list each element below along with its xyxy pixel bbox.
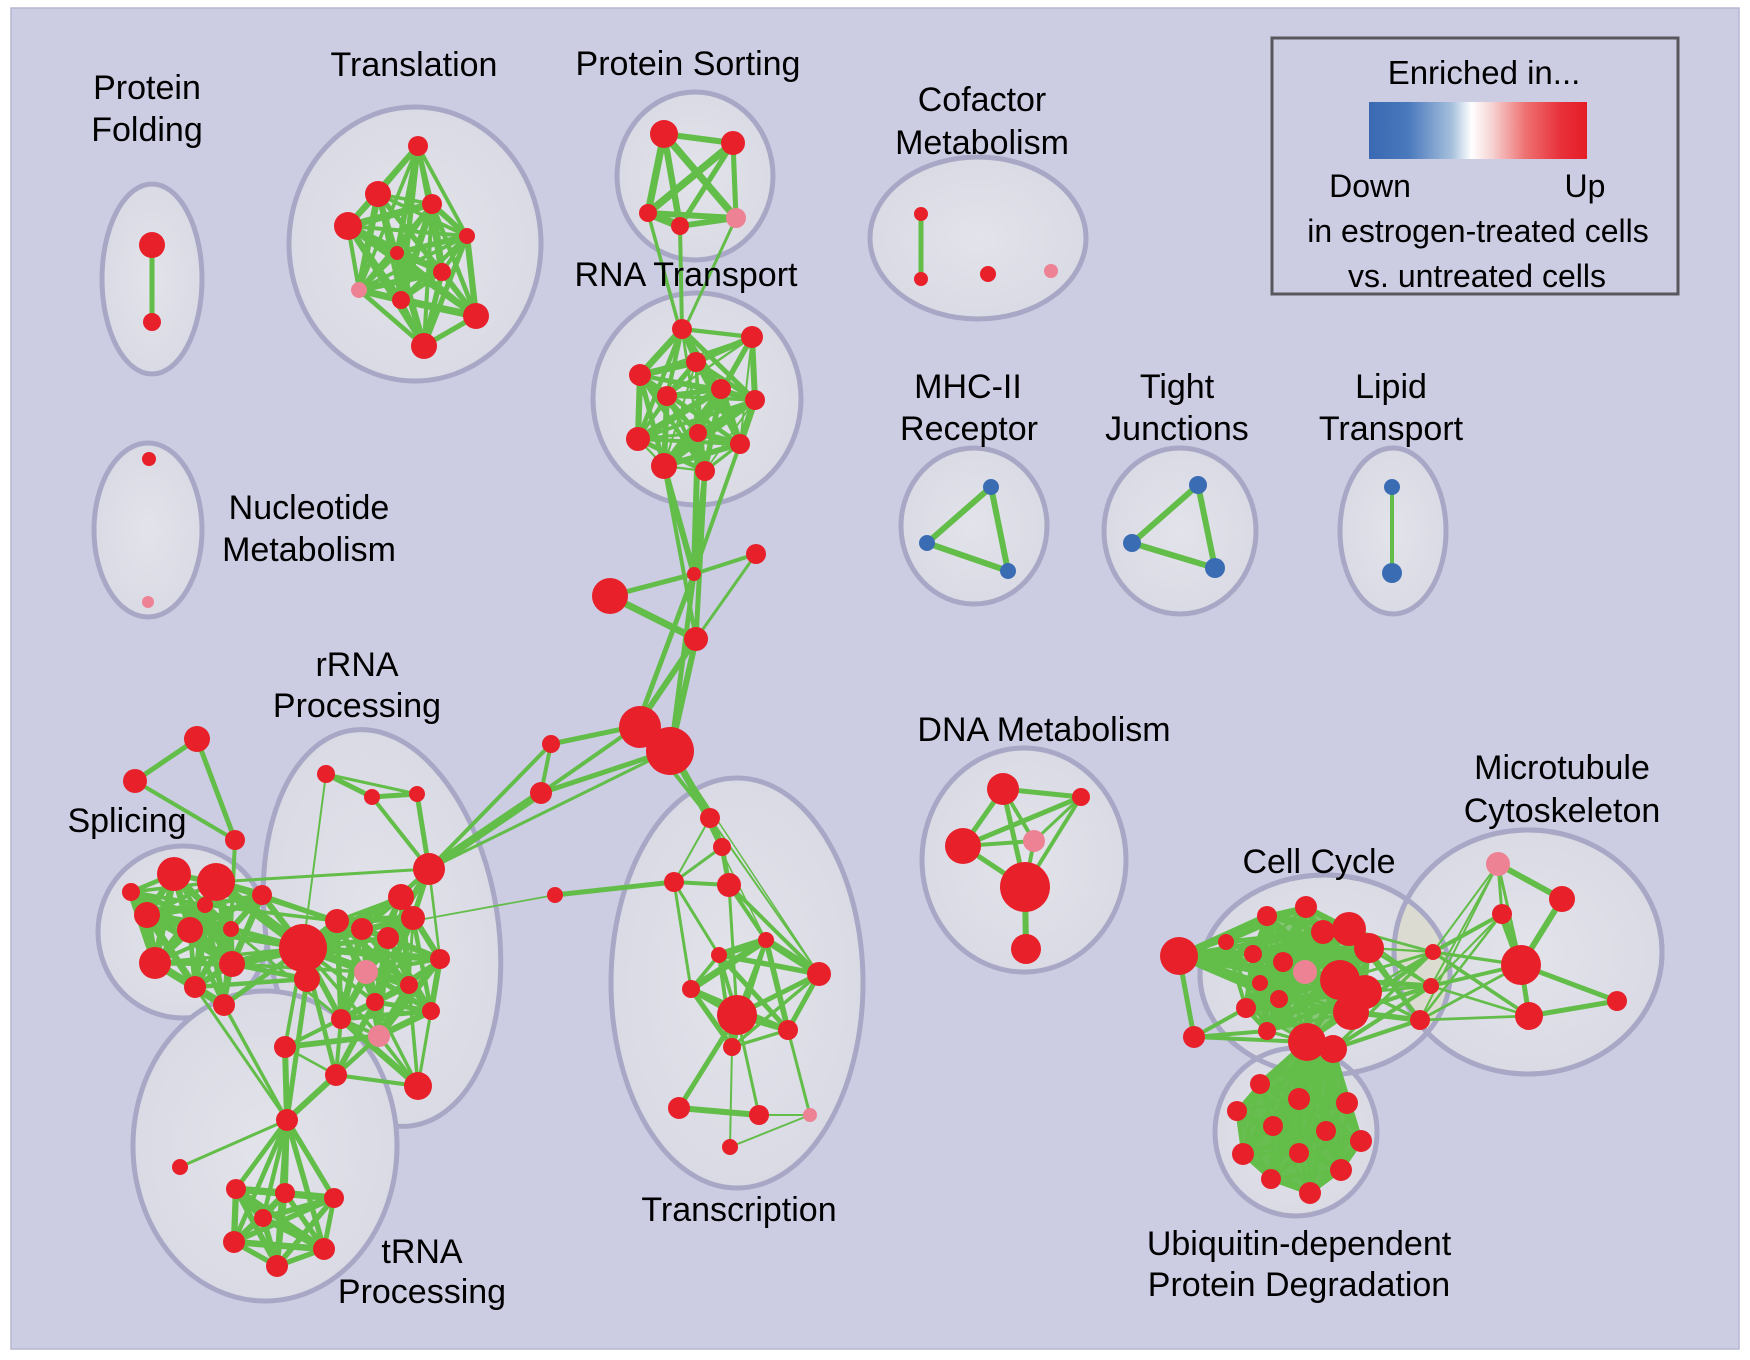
svg-text:Down: Down	[1329, 168, 1411, 204]
svg-text:Splicing: Splicing	[67, 802, 186, 840]
svg-text:Up: Up	[1565, 168, 1606, 204]
svg-text:Cell Cycle: Cell Cycle	[1242, 843, 1395, 881]
svg-text:Cofactor: Cofactor	[918, 81, 1047, 119]
svg-text:Receptor: Receptor	[900, 410, 1038, 448]
svg-text:tRNA: tRNA	[381, 1233, 463, 1271]
svg-text:Protein Sorting: Protein Sorting	[576, 45, 801, 83]
svg-text:in estrogen-treated cells: in estrogen-treated cells	[1307, 213, 1649, 249]
svg-text:Junctions: Junctions	[1105, 410, 1249, 448]
svg-text:vs. untreated cells: vs. untreated cells	[1348, 258, 1606, 294]
svg-text:MHC-II: MHC-II	[914, 368, 1022, 406]
svg-text:Processing: Processing	[273, 687, 441, 725]
svg-text:DNA Metabolism: DNA Metabolism	[917, 711, 1170, 749]
svg-text:Ubiquitin-dependent: Ubiquitin-dependent	[1147, 1225, 1452, 1263]
svg-text:Folding: Folding	[91, 111, 203, 149]
svg-text:Microtubule: Microtubule	[1474, 749, 1650, 787]
svg-text:Transcription: Transcription	[641, 1191, 836, 1229]
svg-text:Transport: Transport	[1319, 410, 1464, 448]
svg-text:Enriched in...: Enriched in...	[1388, 54, 1581, 91]
svg-text:Nucleotide: Nucleotide	[229, 489, 390, 527]
svg-text:Metabolism: Metabolism	[222, 531, 396, 569]
svg-text:Lipid: Lipid	[1355, 368, 1427, 406]
svg-text:Cytoskeleton: Cytoskeleton	[1464, 792, 1661, 830]
svg-text:rRNA: rRNA	[315, 646, 398, 684]
svg-text:Protein Degradation: Protein Degradation	[1148, 1266, 1450, 1304]
svg-text:Translation: Translation	[331, 46, 498, 84]
svg-text:Tight: Tight	[1140, 368, 1215, 406]
svg-text:RNA Transport: RNA Transport	[575, 256, 799, 294]
svg-text:Processing: Processing	[338, 1273, 506, 1311]
svg-text:Metabolism: Metabolism	[895, 124, 1069, 162]
svg-text:Protein: Protein	[93, 69, 201, 107]
